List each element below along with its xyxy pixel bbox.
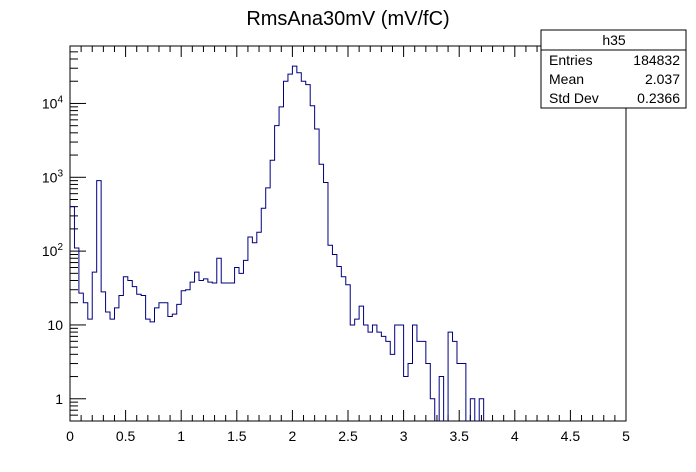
stats-box-title: h35 — [602, 32, 626, 48]
x-tick-label: 3.5 — [449, 428, 469, 444]
x-tick-label: 3 — [400, 428, 408, 444]
stats-box: h35 Entries 184832 Mean 2.037 Std Dev 0.… — [540, 29, 687, 109]
x-tick-label: 1.5 — [227, 428, 247, 444]
x-tick-label: 0.5 — [116, 428, 136, 444]
x-tick-label: 2.5 — [338, 428, 358, 444]
stats-mean-label: Mean — [549, 71, 584, 87]
y-tick-label: 103 — [42, 168, 64, 185]
x-tick-label: 1 — [177, 428, 185, 444]
stats-stddev-value: 0.2366 — [637, 90, 680, 106]
y-tick-label: 1 — [55, 391, 63, 407]
y-tick-labels: 1 10 102 103 104 — [42, 94, 64, 406]
stats-stddev-label: Std Dev — [549, 90, 599, 106]
x-tick-labels: 0 0.5 1 1.5 2 2.5 3 3.5 4 4.5 5 — [66, 428, 630, 444]
x-tick-label: 0 — [66, 428, 74, 444]
x-tick-label: 4 — [511, 428, 519, 444]
y-tick-label: 10 — [47, 317, 63, 333]
stats-entries-label: Entries — [549, 52, 593, 68]
axis-ticks — [69, 45, 627, 422]
stats-box-border — [540, 29, 687, 109]
stats-entries-value: 184832 — [633, 52, 680, 68]
x-tick-label: 4.5 — [561, 428, 581, 444]
x-tick-label: 2 — [289, 428, 297, 444]
y-tick-label: 104 — [42, 94, 64, 111]
x-tick-label: 5 — [622, 428, 630, 444]
histogram-series-line — [70, 65, 485, 421]
stats-mean-value: 2.037 — [645, 71, 680, 87]
y-tick-label: 102 — [42, 242, 64, 259]
chart-title: RmsAna30mV (mV/fC) — [246, 8, 449, 30]
